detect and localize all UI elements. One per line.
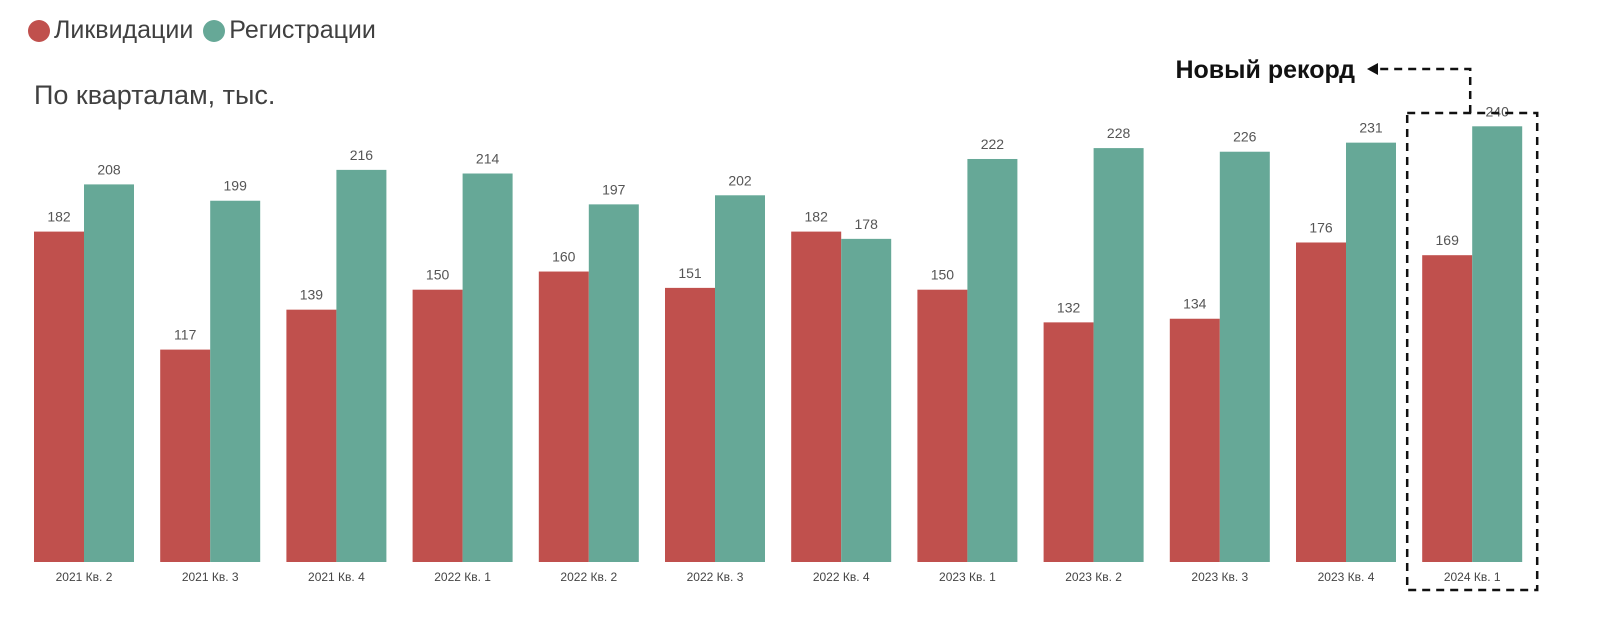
value-label-registrations-10: 231	[1359, 120, 1383, 136]
chart-legend: Ликвидации Регистрации	[28, 16, 386, 45]
bar-liquidations-1	[160, 349, 211, 562]
bar-registrations-2	[336, 169, 387, 562]
category-label-4: 2022 Кв. 2	[560, 570, 617, 584]
value-label-registrations-11: 240	[1486, 103, 1510, 119]
bar-registrations-3	[462, 173, 513, 562]
bar-liquidations-5	[665, 287, 715, 562]
value-label-liquidations-3: 150	[426, 267, 450, 283]
category-label-11: 2024 Кв. 1	[1444, 570, 1501, 584]
legend-item-liquidations: Ликвидации	[28, 16, 193, 45]
category-label-6: 2022 Кв. 4	[813, 570, 870, 584]
category-label-0: 2021 Кв. 2	[56, 570, 113, 584]
value-label-liquidations-11: 169	[1436, 232, 1460, 248]
value-label-liquidations-8: 132	[1057, 299, 1081, 315]
value-label-registrations-5: 202	[728, 172, 752, 188]
bar-registrations-9	[1219, 151, 1270, 562]
value-label-liquidations-9: 134	[1183, 296, 1207, 312]
bar-liquidations-0	[34, 231, 84, 562]
bar-registrations-8	[1093, 148, 1144, 563]
bars-group	[34, 126, 1523, 563]
category-label-1: 2021 Кв. 3	[182, 570, 239, 584]
value-label-registrations-3: 214	[476, 151, 500, 167]
bar-registrations-5	[715, 195, 765, 563]
legend-dot-registrations-icon	[203, 19, 226, 42]
legend-label-liquidations: Ликвидации	[54, 16, 194, 44]
value-label-liquidations-4: 160	[552, 249, 576, 265]
bar-liquidations-2	[286, 309, 337, 562]
value-label-liquidations-6: 182	[805, 209, 829, 225]
arrow-left-icon	[1367, 63, 1378, 75]
value-label-liquidations-5: 151	[678, 265, 702, 281]
category-label-7: 2023 Кв. 1	[939, 570, 996, 584]
value-label-registrations-6: 178	[855, 216, 879, 232]
highlight-box	[1405, 111, 1539, 592]
category-label-9: 2023 Кв. 3	[1191, 570, 1248, 584]
bar-liquidations-8	[1043, 322, 1094, 562]
annotation-connector	[1377, 67, 1472, 113]
category-labels-group: 2021 Кв. 2 2021 Кв. 3 2021 Кв. 4 2022 Кв. 1…	[56, 570, 1501, 584]
value-label-registrations-1: 199	[224, 178, 248, 194]
bar-liquidations-4	[538, 271, 589, 562]
value-label-liquidations-0: 182	[47, 209, 71, 225]
legend-label-registrations: Регистрации	[229, 16, 376, 44]
bar-registrations-0	[84, 184, 134, 562]
value-label-liquidations-7: 150	[931, 267, 955, 283]
value-label-liquidations-2: 139	[300, 287, 324, 303]
bar-liquidations-7	[917, 289, 968, 562]
category-label-2: 2021 Кв. 4	[308, 570, 365, 584]
value-label-registrations-8: 228	[1107, 125, 1131, 141]
category-label-8: 2023 Кв. 2	[1065, 570, 1122, 584]
bar-liquidations-6	[791, 231, 842, 562]
bar-registrations-6	[841, 238, 892, 562]
value-label-registrations-0: 208	[97, 161, 121, 177]
bar-liquidations-11	[1422, 255, 1473, 562]
legend-dot-liquidations-icon	[28, 19, 50, 42]
chart-subtitle: По кварталам, тыс.	[34, 80, 276, 110]
value-label-registrations-9: 226	[1233, 129, 1257, 145]
value-label-registrations-7: 222	[981, 136, 1005, 152]
value-label-registrations-2: 216	[350, 147, 374, 163]
bar-registrations-1	[210, 200, 261, 562]
bar-registrations-11	[1472, 126, 1523, 563]
value-label-liquidations-1: 117	[174, 327, 197, 343]
category-label-5: 2022 Кв. 3	[687, 570, 744, 584]
value-labels-group: 182 208 117 199 139 216 150 214 160 197 151 202 182 1…	[47, 103, 1509, 342]
bar-liquidations-3	[412, 289, 463, 562]
bar-liquidations-10	[1296, 242, 1346, 562]
category-label-3: 2022 Кв. 1	[434, 570, 491, 584]
category-label-10: 2023 Кв. 4	[1318, 570, 1375, 584]
annotation-text: Новый рекорд	[1175, 56, 1355, 84]
legend-item-registrations: Регистрации	[203, 16, 376, 45]
value-label-registrations-4: 197	[602, 181, 626, 197]
bar-registrations-7	[967, 158, 1018, 562]
bar-liquidations-9	[1169, 318, 1220, 562]
value-label-liquidations-10: 176	[1309, 219, 1333, 235]
bar-registrations-4	[588, 204, 639, 562]
annotation-group: Новый рекорд	[1175, 56, 1539, 592]
bar-registrations-10	[1346, 142, 1396, 562]
